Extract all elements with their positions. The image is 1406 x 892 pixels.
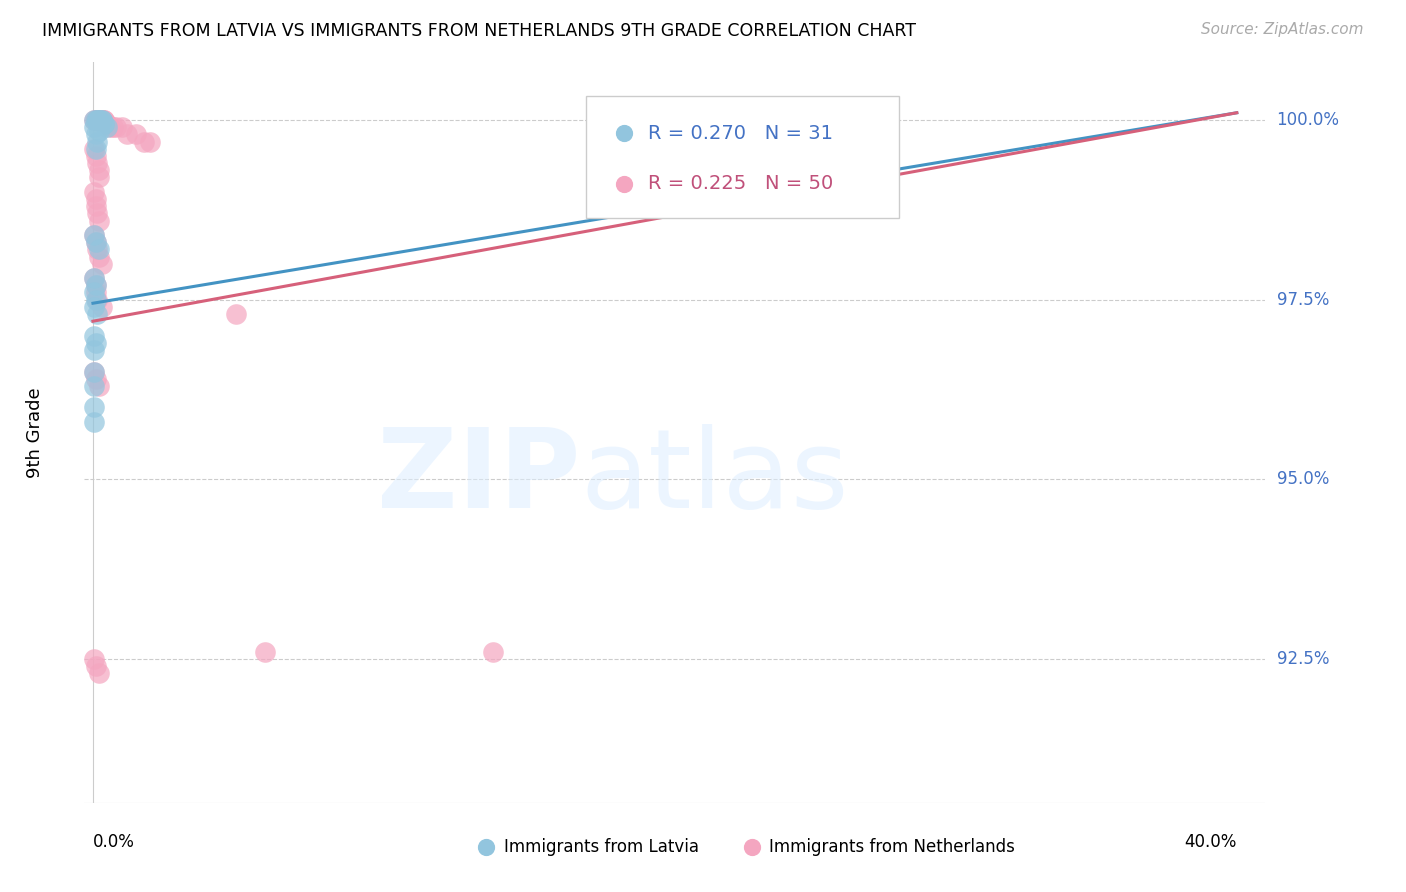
Point (83, 112, 105, 127)
Point (96, 116, 118, 130)
Point (87, 379, 110, 393)
Text: 9th Grade: 9th Grade (25, 387, 44, 478)
Point (83, 401, 105, 415)
Point (90, 300, 112, 314)
Point (83, 185, 105, 199)
Point (83, 343, 105, 357)
Text: Source: ZipAtlas.com: Source: ZipAtlas.com (1201, 22, 1364, 37)
Point (93, 116, 115, 130)
Text: 97.5%: 97.5% (1277, 291, 1329, 309)
Point (134, 135, 156, 149)
Point (1389, 800, 1406, 814)
Point (93, 116, 115, 130)
Text: 40.0%: 40.0% (1184, 833, 1237, 851)
Point (86, 307, 108, 321)
Text: IMMIGRANTS FROM LATVIA VS IMMIGRANTS FROM NETHERLANDS 9TH GRADE CORRELATION CHAR: IMMIGRANTS FROM LATVIA VS IMMIGRANTS FRO… (42, 22, 917, 40)
Text: 100.0%: 100.0% (1277, 111, 1340, 129)
Point (87, 163, 110, 178)
Point (87, 112, 110, 127)
Text: 92.5%: 92.5% (1277, 650, 1329, 668)
Point (84, 235, 107, 249)
Point (110, 120, 132, 135)
Point (87, 112, 110, 127)
Point (90, 112, 112, 127)
Point (90, 112, 112, 127)
Point (87, 124, 110, 138)
Point (84, 659, 107, 673)
Point (84, 285, 107, 300)
Point (87, 170, 110, 185)
Point (84, 112, 107, 127)
Point (87, 112, 110, 127)
Point (84, 199, 107, 213)
Point (87, 243, 110, 257)
Point (86, 243, 108, 257)
Point (86, 135, 108, 149)
Point (84, 112, 107, 127)
Point (87, 250, 110, 264)
Point (86, 156, 108, 170)
Point (86, 206, 108, 220)
Point (84, 278, 107, 293)
Point (84, 335, 107, 350)
Point (83, 652, 105, 666)
Point (83, 142, 105, 156)
Point (84, 293, 107, 307)
Point (98, 120, 121, 135)
Point (83, 379, 105, 393)
Point (83, 271, 105, 285)
Point (90, 112, 112, 127)
Point (90, 257, 112, 271)
Point (96, 120, 118, 135)
Point (83, 328, 105, 343)
Point (93, 112, 115, 127)
Point (253, 645, 276, 659)
Point (139, 135, 162, 149)
Text: R = 0.270   N = 31: R = 0.270 N = 31 (648, 124, 832, 143)
Point (93, 112, 115, 127)
Text: Immigrants from Latvia: Immigrants from Latvia (503, 838, 699, 856)
Point (83, 120, 105, 135)
Point (84, 128, 107, 142)
Point (596, 112, 619, 127)
Point (83, 285, 105, 300)
Point (86, 293, 108, 307)
Text: 0.0%: 0.0% (93, 833, 135, 851)
Point (101, 120, 124, 135)
Point (87, 666, 110, 681)
Point (104, 120, 127, 135)
Point (225, 307, 247, 321)
Point (84, 112, 107, 127)
Point (83, 227, 105, 242)
Point (83, 227, 105, 242)
Point (86, 112, 108, 127)
Text: ZIP: ZIP (377, 424, 581, 531)
Point (83, 300, 105, 314)
Point (84, 149, 107, 163)
Point (84, 192, 107, 206)
Point (84, 372, 107, 386)
Point (125, 128, 148, 142)
Text: Immigrants from Netherlands: Immigrants from Netherlands (769, 838, 1015, 856)
Text: atlas: atlas (581, 424, 849, 531)
Point (87, 112, 110, 127)
Point (96, 116, 118, 130)
Point (482, 645, 505, 659)
Point (87, 213, 110, 227)
Point (83, 365, 105, 379)
Text: 95.0%: 95.0% (1277, 470, 1329, 488)
Point (90, 112, 112, 127)
FancyBboxPatch shape (586, 95, 900, 218)
Point (84, 235, 107, 249)
Point (83, 415, 105, 429)
Point (86, 112, 108, 127)
Point (84, 142, 107, 156)
Point (83, 365, 105, 379)
Point (83, 271, 105, 285)
Point (84, 278, 107, 293)
Text: R = 0.225   N = 50: R = 0.225 N = 50 (648, 174, 832, 194)
Point (83, 112, 105, 127)
Point (117, 128, 139, 142)
